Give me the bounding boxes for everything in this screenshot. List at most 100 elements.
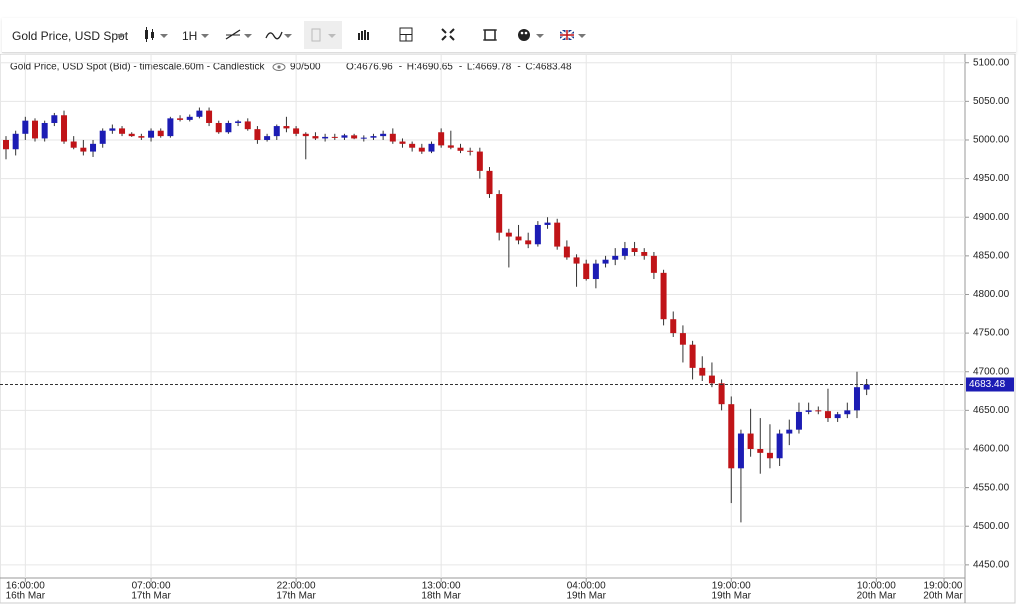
draw-line-button[interactable] bbox=[224, 26, 256, 44]
candle-body bbox=[728, 404, 735, 469]
separator: - bbox=[459, 62, 462, 73]
candle-body bbox=[631, 248, 638, 252]
candle-body bbox=[592, 263, 599, 280]
candle-body bbox=[699, 367, 706, 376]
candle-body bbox=[863, 384, 870, 390]
chart-frame bbox=[0, 54, 1016, 604]
x-tick-date: 19th Mar bbox=[566, 591, 606, 602]
candle-body bbox=[302, 133, 309, 137]
candle-body bbox=[283, 126, 290, 129]
candle-body bbox=[273, 126, 280, 137]
candle-body bbox=[583, 263, 590, 280]
candle-body bbox=[360, 137, 367, 139]
y-tick-label: 4550.00 bbox=[973, 482, 1010, 493]
candle-body bbox=[380, 133, 387, 137]
last-price-label: 4683.48 bbox=[969, 379, 1006, 390]
candle-body bbox=[331, 136, 338, 138]
last-price-box bbox=[966, 377, 1014, 392]
toolbar: Gold Price, USD Spot 1H bbox=[2, 18, 1016, 53]
candle-body bbox=[805, 410, 812, 412]
fullscreen-button[interactable] bbox=[440, 26, 456, 44]
candle-body bbox=[32, 120, 39, 139]
candle-body bbox=[766, 452, 773, 459]
indicator-button[interactable] bbox=[264, 26, 296, 44]
candle-body bbox=[128, 133, 135, 137]
candle-body bbox=[815, 410, 822, 412]
candle-body bbox=[747, 433, 754, 449]
y-tick-label: 5100.00 bbox=[973, 57, 1010, 68]
fit-button[interactable] bbox=[482, 26, 498, 44]
candle-body bbox=[138, 136, 145, 138]
language-button[interactable] bbox=[558, 26, 590, 44]
chart-type-button[interactable] bbox=[142, 26, 172, 44]
candle-body bbox=[90, 143, 97, 152]
candle-body bbox=[525, 240, 532, 245]
candle-body bbox=[486, 170, 493, 195]
x-tick-date: 20th Mar bbox=[857, 591, 897, 602]
candle-body bbox=[757, 448, 764, 453]
x-tick-label: 13:00:00 bbox=[422, 581, 461, 592]
y-tick-label: 4700.00 bbox=[973, 366, 1010, 377]
candle-body bbox=[2, 139, 9, 150]
volume-button[interactable] bbox=[356, 26, 372, 44]
y-tick-label: 4900.00 bbox=[973, 212, 1010, 223]
candle-body bbox=[563, 246, 570, 258]
candle-body bbox=[322, 136, 329, 139]
disabled-button bbox=[304, 21, 342, 49]
candle-body bbox=[206, 110, 213, 123]
candle-body bbox=[534, 224, 541, 245]
candle-body bbox=[447, 145, 454, 148]
dropdown-arrow[interactable] bbox=[199, 26, 211, 44]
chart: Gold Price, USD Spot (Bid) - timescale.6… bbox=[0, 54, 1016, 604]
candle-body bbox=[844, 410, 851, 415]
candle-body bbox=[602, 259, 609, 264]
candle-body bbox=[824, 411, 831, 419]
candle-body bbox=[148, 130, 155, 138]
ohlc-label: C:4683.48 bbox=[525, 62, 572, 73]
candle-body bbox=[264, 136, 271, 140]
candle-body bbox=[51, 115, 58, 123]
candle-body bbox=[341, 135, 348, 138]
candle-body bbox=[80, 147, 87, 152]
symbol-selector[interactable]: Gold Price, USD Spot bbox=[12, 29, 129, 43]
separator: - bbox=[517, 62, 520, 73]
dropdown-arrow[interactable] bbox=[115, 26, 127, 44]
candle-body bbox=[22, 120, 29, 134]
crosshair-button[interactable] bbox=[398, 26, 414, 44]
candle-body bbox=[670, 319, 677, 334]
candle-body bbox=[457, 147, 464, 151]
candle-body bbox=[505, 232, 512, 237]
candle-body bbox=[186, 116, 193, 120]
candle-body bbox=[612, 255, 619, 260]
y-tick-label: 4850.00 bbox=[973, 250, 1010, 261]
candle-body bbox=[834, 414, 841, 419]
x-tick-label: 19:00:00 bbox=[924, 581, 963, 592]
theme-button[interactable] bbox=[516, 26, 548, 44]
candle-body bbox=[641, 251, 648, 256]
candle-body bbox=[312, 136, 319, 139]
ohlc-label: O:4676.96 bbox=[346, 62, 393, 73]
y-tick-label: 4600.00 bbox=[973, 444, 1010, 455]
candle-body bbox=[428, 143, 435, 152]
x-tick-date: 19th Mar bbox=[712, 591, 752, 602]
candle-body bbox=[853, 387, 860, 411]
y-tick-label: 5050.00 bbox=[973, 96, 1010, 107]
candle-body bbox=[689, 344, 696, 368]
y-tick-label: 5000.00 bbox=[973, 135, 1010, 146]
x-tick-label: 19:00:00 bbox=[712, 581, 751, 592]
candle-body bbox=[621, 248, 628, 256]
candle-body bbox=[167, 118, 174, 137]
candle-body bbox=[177, 118, 184, 120]
x-tick-label: 10:00:00 bbox=[857, 581, 896, 592]
interval-selector[interactable]: 1H bbox=[182, 29, 198, 43]
candle-body bbox=[467, 150, 474, 152]
x-tick-label: 22:00:00 bbox=[277, 581, 316, 592]
delete-button bbox=[311, 28, 336, 42]
candle-body bbox=[650, 255, 657, 273]
visibility-icon[interactable] bbox=[272, 63, 286, 71]
x-tick-date: 17th Mar bbox=[131, 591, 171, 602]
candle-body bbox=[293, 128, 300, 134]
ohlc-label: L:4669.78 bbox=[467, 62, 512, 73]
candle-body bbox=[370, 136, 377, 138]
